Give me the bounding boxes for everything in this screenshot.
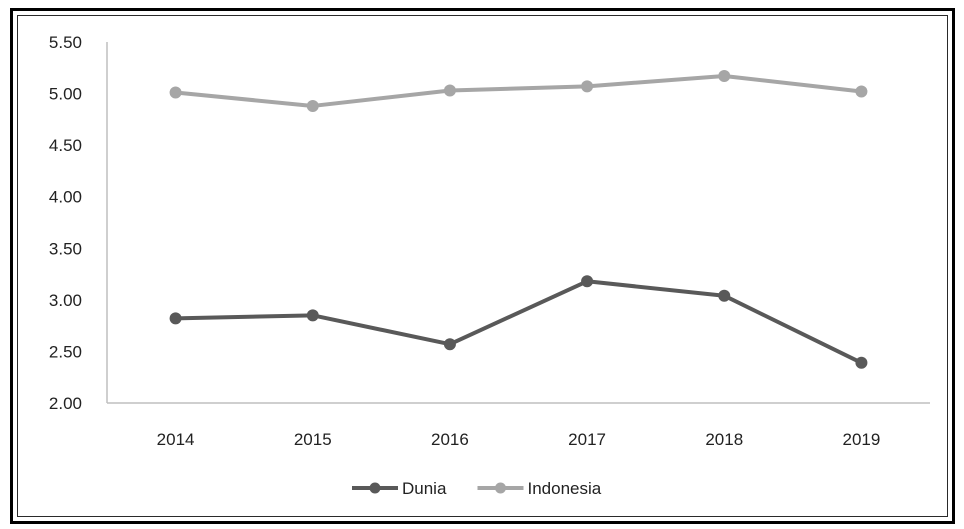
- y-tick-label: 3.50: [49, 239, 82, 258]
- data-point-dunia: [718, 289, 731, 302]
- x-tick-label: 2015: [294, 430, 332, 449]
- x-tick-label: 2016: [431, 430, 469, 449]
- data-point-indonesia: [306, 99, 319, 112]
- legend-swatch-marker: [495, 482, 506, 494]
- series-line-indonesia: [173, 74, 864, 108]
- data-point-indonesia: [581, 80, 594, 93]
- y-tick-label: 5.50: [49, 33, 82, 52]
- chart-inner-border: [17, 15, 948, 517]
- legend-swatch-marker: [369, 482, 381, 494]
- series-line-dunia: [173, 279, 864, 365]
- y-tick-label: 3.00: [49, 291, 82, 310]
- data-point-indonesia: [855, 85, 868, 98]
- y-tick-labels: 2.00 2.50 3.00 3.50 4.00 4.50 5.00 5.50: [49, 33, 82, 413]
- legend-label: Indonesia: [528, 479, 602, 498]
- y-tick-label: 2.00: [49, 394, 82, 413]
- x-tick-labels: 2014 2015 2016 2017 2018 2019: [157, 430, 881, 449]
- x-tick-label: 2014: [157, 430, 195, 449]
- y-tick-label: 4.00: [49, 188, 82, 207]
- series-layer: [169, 70, 868, 369]
- y-tick-label: 5.00: [49, 85, 82, 104]
- data-point-indonesia: [718, 70, 731, 83]
- data-point-dunia: [581, 275, 594, 288]
- y-tick-label: 4.50: [49, 136, 82, 155]
- data-point-dunia: [169, 312, 182, 325]
- data-point-dunia: [306, 309, 319, 322]
- data-point-dunia: [855, 356, 868, 369]
- chart-frame: [10, 8, 955, 524]
- legend-label: Dunia: [402, 479, 447, 498]
- data-point-indonesia: [169, 86, 182, 99]
- x-tick-label: 2019: [843, 430, 881, 449]
- data-point-indonesia: [443, 84, 456, 97]
- x-tick-label: 2017: [568, 430, 606, 449]
- legend: Dunia Indonesia: [352, 479, 602, 498]
- y-tick-label: 2.50: [49, 342, 82, 361]
- data-point-dunia: [443, 338, 456, 351]
- x-tick-label: 2018: [705, 430, 743, 449]
